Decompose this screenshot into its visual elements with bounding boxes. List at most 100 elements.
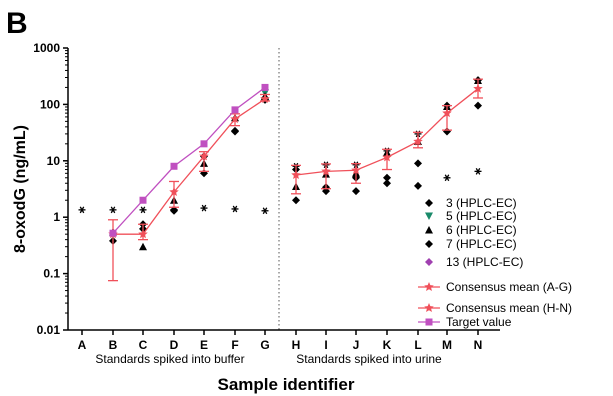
asterisk-stroke [140,206,146,214]
tick-labels: 0.01 0.1 1 10 100 1000 A B C D E F G H I J K L M N [33,41,482,352]
legend-item: 6 (HPLC-EC) [425,223,517,237]
data-point [199,151,209,161]
data-point [109,206,117,214]
data-point [230,114,240,124]
x-tick-label: F [231,338,238,352]
data-point [352,187,360,196]
legend-marker [424,282,434,292]
legend-label: 7 (HPLC-EC) [446,237,517,251]
data-point [231,106,239,114]
asterisk-stroke [262,207,268,215]
y-tick-label: 100 [40,97,60,111]
legend-item: Consensus mean (H-N) [418,301,572,315]
data-point [351,165,361,175]
legend-marker [425,240,433,248]
legend-marker [424,303,434,313]
legend-item: Consensus mean (A-G) [418,280,572,294]
legend-label: 6 (HPLC-EC) [446,223,517,237]
asterisk-stroke [201,204,207,212]
x-tick-label: G [260,338,269,352]
y-axis-title-group: 8-oxodG (ng/mL) [12,125,29,253]
legend-marker [425,318,433,326]
data-point [231,205,239,213]
data-point [169,186,179,197]
series-layer [78,76,483,282]
data-point [443,174,451,182]
data-point [139,196,147,204]
series-7 [291,78,483,195]
asterisk-stroke [232,205,238,213]
x-tick-label: H [292,338,301,352]
x-tick-label: K [383,338,392,352]
legend-label: 3 (HPLC-EC) [446,196,517,210]
legend-label: Consensus mean (H-N) [446,301,572,315]
data-point [231,126,239,135]
data-point [292,196,300,205]
y-tick-label: 1 [53,210,60,224]
series-8 [109,83,269,237]
y-tick-label: 0.01 [37,323,61,337]
data-point [260,93,270,103]
data-point [291,170,301,180]
data-point [474,101,482,110]
panel-label: B [6,7,28,40]
x-tick-label: D [170,338,179,352]
x-tick-label: A [78,338,87,352]
data-point [414,159,422,168]
asterisk-stroke [444,174,450,182]
x-tick-label: E [200,338,208,352]
data-point [442,108,452,118]
data-point [138,229,148,239]
data-point [78,206,86,214]
series-line [113,98,266,235]
data-point [383,179,391,188]
legend: 3 (HPLC-EC)5 (HPLC-EC)6 (HPLC-EC)7 (HPLC… [418,196,572,329]
group-label-buffer: Standards spiked into buffer [95,352,244,366]
legend-item: Target value [418,315,512,329]
legend-marker [425,258,433,266]
data-point [414,181,422,190]
series-line [112,86,266,234]
data-point [170,162,178,170]
data-point [261,83,269,91]
data-point [261,207,269,215]
y-tick-label: 10 [47,154,61,168]
series-2 [109,76,482,251]
data-point [139,242,147,251]
data-point [413,136,423,146]
legend-item: 7 (HPLC-EC) [425,237,517,251]
x-tick-label: I [324,338,327,352]
x-tick-label: N [474,338,483,352]
legend-marker [425,199,433,207]
data-point [139,206,147,214]
x-axis-title: Sample identifier [218,375,355,394]
data-point [382,152,392,162]
data-point [383,173,391,182]
data-point [473,83,483,93]
legend-marker [425,212,433,220]
legend-item: 5 (HPLC-EC) [425,209,517,223]
asterisk-stroke [110,206,116,214]
y-axis-title: 8-oxodG (ng/mL) [12,125,29,253]
x-tick-label: J [353,338,360,352]
data-point [200,204,208,212]
legend-item: 3 (HPLC-EC) [425,196,517,210]
legend-item: 13 (HPLC-EC) [425,255,523,269]
group-label-urine: Standards spiked into urine [296,352,442,366]
legend-label: 13 (HPLC-EC) [446,255,523,269]
legend-label: 5 (HPLC-EC) [446,209,517,223]
y-tick-label: 1000 [33,41,60,55]
data-point [109,229,117,237]
data-point [321,166,331,176]
legend-label: Consensus mean (A-G) [446,280,572,294]
y-tick-label: 0.1 [43,267,60,281]
axes [63,47,500,335]
asterisk-stroke [79,206,85,214]
x-tick-label: B [109,338,118,352]
x-tick-label: C [139,338,148,352]
legend-marker [425,226,433,234]
legend-label: Target value [446,315,512,329]
x-tick-label: L [414,338,421,352]
data-point [200,140,208,148]
